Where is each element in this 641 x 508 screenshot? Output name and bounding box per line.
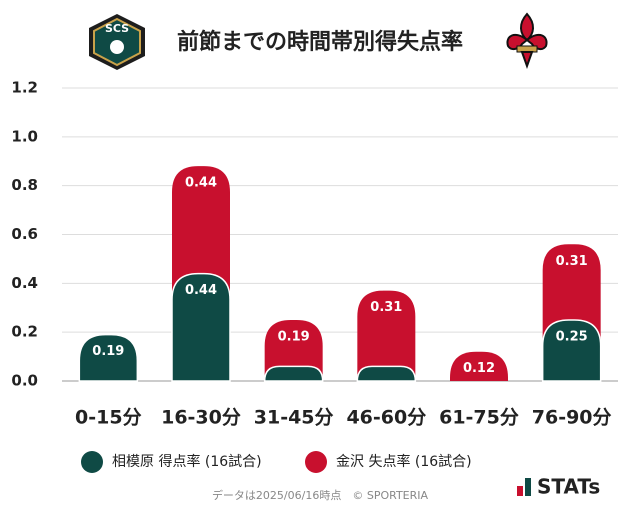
away-logo xyxy=(506,12,548,69)
bar xyxy=(263,365,324,382)
bar xyxy=(542,244,601,346)
value-label: 0.44 xyxy=(185,283,217,298)
value-label: 0.19 xyxy=(92,344,124,359)
logo-text: SCS xyxy=(105,22,129,35)
value-label: 0.31 xyxy=(556,254,588,269)
bar xyxy=(171,272,231,382)
brand: STATs xyxy=(517,475,600,499)
legend-label: 相模原 得点率 (16試合) xyxy=(112,453,262,470)
y-tick-label: 1.2 xyxy=(11,79,38,97)
y-tick-label: 1.0 xyxy=(11,127,38,145)
x-tick-label: 61-75分 xyxy=(439,407,519,429)
footer-note: データは2025/06/16時点 © SPORTERIA xyxy=(212,488,429,502)
value-label: 0.44 xyxy=(185,176,217,191)
bar xyxy=(357,290,416,381)
bar xyxy=(78,333,139,382)
legend-swatch xyxy=(305,451,327,473)
value-label: 0.19 xyxy=(278,329,310,344)
x-tick-label: 46-60分 xyxy=(346,407,426,429)
y-tick-label: 0.6 xyxy=(11,225,38,243)
y-tick-label: 0.0 xyxy=(11,372,38,390)
y-tick-label: 0.4 xyxy=(11,274,38,292)
value-label: 0.12 xyxy=(463,361,495,376)
brand-text: STATs xyxy=(537,475,600,499)
x-tick-label: 76-90分 xyxy=(532,407,612,429)
x-tick-label: 31-45分 xyxy=(254,407,334,429)
bar xyxy=(450,351,508,381)
chart-title: 前節までの時間帯別得失点率 xyxy=(177,29,463,55)
x-tick-label: 16-30分 xyxy=(161,407,241,429)
bar xyxy=(172,166,230,300)
value-label: 0.25 xyxy=(556,329,588,344)
bar xyxy=(541,319,602,382)
legend-swatch xyxy=(81,451,103,473)
value-label: 0.31 xyxy=(370,300,402,315)
y-tick-label: 0.2 xyxy=(11,323,38,341)
home-logo: SCS xyxy=(89,14,145,70)
x-tick-label: 0-15分 xyxy=(75,407,142,429)
bar xyxy=(356,365,417,382)
legend-label: 金沢 失点率 (16試合) xyxy=(336,453,472,470)
y-tick-label: 0.8 xyxy=(11,176,38,194)
